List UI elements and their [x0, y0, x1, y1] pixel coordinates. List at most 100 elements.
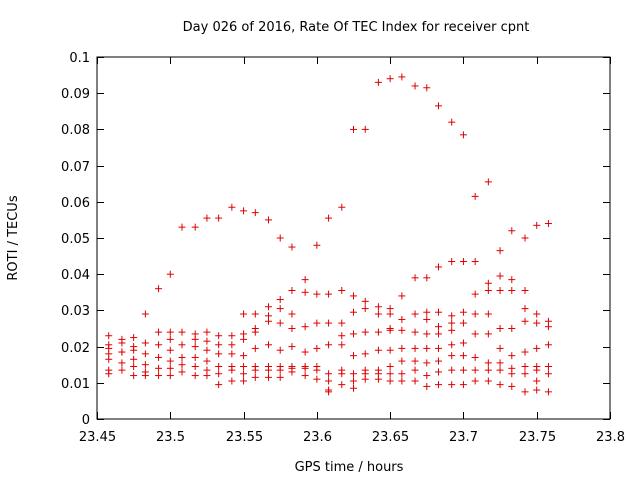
data-point [361, 305, 369, 313]
data-point [203, 357, 211, 365]
data-point [521, 363, 529, 371]
data-point [484, 310, 492, 318]
data-point [435, 357, 443, 365]
data-point [411, 357, 419, 365]
data-point [228, 366, 236, 374]
data-point [448, 312, 456, 320]
data-point [423, 274, 431, 282]
data-point [374, 346, 382, 354]
data-point [459, 319, 467, 327]
data-point [301, 372, 309, 380]
data-point [386, 310, 394, 318]
data-point [350, 330, 357, 338]
data-point [276, 234, 284, 242]
data-point [191, 353, 199, 361]
data-point [264, 303, 272, 311]
data-point [544, 388, 552, 396]
data-point [423, 84, 431, 92]
x-tick-label: 23.55 [226, 430, 263, 445]
data-point [471, 366, 479, 374]
data-point [288, 325, 296, 332]
data-point [459, 258, 467, 266]
x-tick-label: 23.75 [519, 430, 556, 445]
data-point [105, 355, 113, 363]
data-point [338, 341, 346, 349]
chart-title: Day 026 of 2016, Rate Of TEC Index for r… [183, 20, 530, 35]
data-point [313, 290, 321, 298]
data-point [361, 328, 369, 336]
data-point [521, 388, 529, 396]
data-point [398, 357, 406, 365]
data-point [276, 305, 284, 313]
data-point [203, 337, 211, 345]
data-point [398, 73, 406, 81]
data-point [203, 214, 211, 222]
data-point [130, 334, 138, 342]
data-point [264, 317, 272, 325]
data-point [459, 308, 467, 316]
data-point [398, 315, 406, 323]
data-point [141, 310, 149, 318]
data-point [484, 377, 492, 385]
data-point [141, 339, 149, 347]
data-point [484, 359, 492, 367]
data-point [264, 341, 272, 349]
data-point [448, 319, 456, 327]
data-point [130, 355, 138, 363]
data-point [178, 341, 186, 349]
data-point [533, 310, 541, 318]
data-point [288, 343, 296, 351]
data-point [203, 346, 211, 354]
data-point [264, 373, 272, 381]
data-point [544, 370, 552, 378]
data-point [521, 317, 529, 325]
data-point [313, 344, 321, 352]
data-point [178, 368, 186, 376]
data-point [496, 325, 504, 332]
data-point [288, 243, 296, 251]
data-point [533, 386, 541, 394]
data-point [301, 288, 309, 296]
data-point [484, 286, 492, 294]
data-point [288, 368, 296, 376]
data-point [325, 377, 333, 385]
data-point [215, 363, 223, 371]
data-point [521, 370, 529, 378]
data-point [386, 75, 394, 83]
data-point [251, 344, 259, 352]
data-point [544, 323, 552, 331]
data-point [130, 363, 138, 371]
data-point [496, 344, 504, 352]
data-point [240, 352, 248, 360]
data-point [155, 372, 163, 380]
data-point [508, 227, 516, 235]
data-point [276, 296, 284, 304]
data-point [313, 241, 321, 249]
data-point [459, 131, 467, 139]
data-point [203, 328, 211, 336]
data-point [435, 368, 443, 376]
data-point [361, 375, 369, 383]
data-point [435, 330, 443, 338]
y-tick-label: 0.01 [61, 377, 90, 392]
data-point [350, 384, 357, 392]
data-point [264, 216, 272, 224]
data-point [350, 308, 357, 316]
data-point [521, 305, 529, 313]
y-tick-label: 0.03 [61, 304, 90, 319]
data-point [166, 346, 174, 354]
data-point [350, 292, 357, 300]
data-point [484, 330, 492, 338]
x-axis-label: GPS time / hours [295, 460, 404, 475]
data-point [276, 373, 284, 381]
data-point [338, 332, 346, 340]
data-point [411, 328, 419, 336]
data-point [386, 326, 394, 334]
data-point [374, 310, 382, 318]
data-point [496, 366, 504, 374]
data-point [411, 366, 419, 374]
data-point [386, 363, 394, 371]
data-point [288, 310, 296, 318]
data-point [105, 332, 113, 340]
x-tick-label: 23.65 [372, 430, 409, 445]
